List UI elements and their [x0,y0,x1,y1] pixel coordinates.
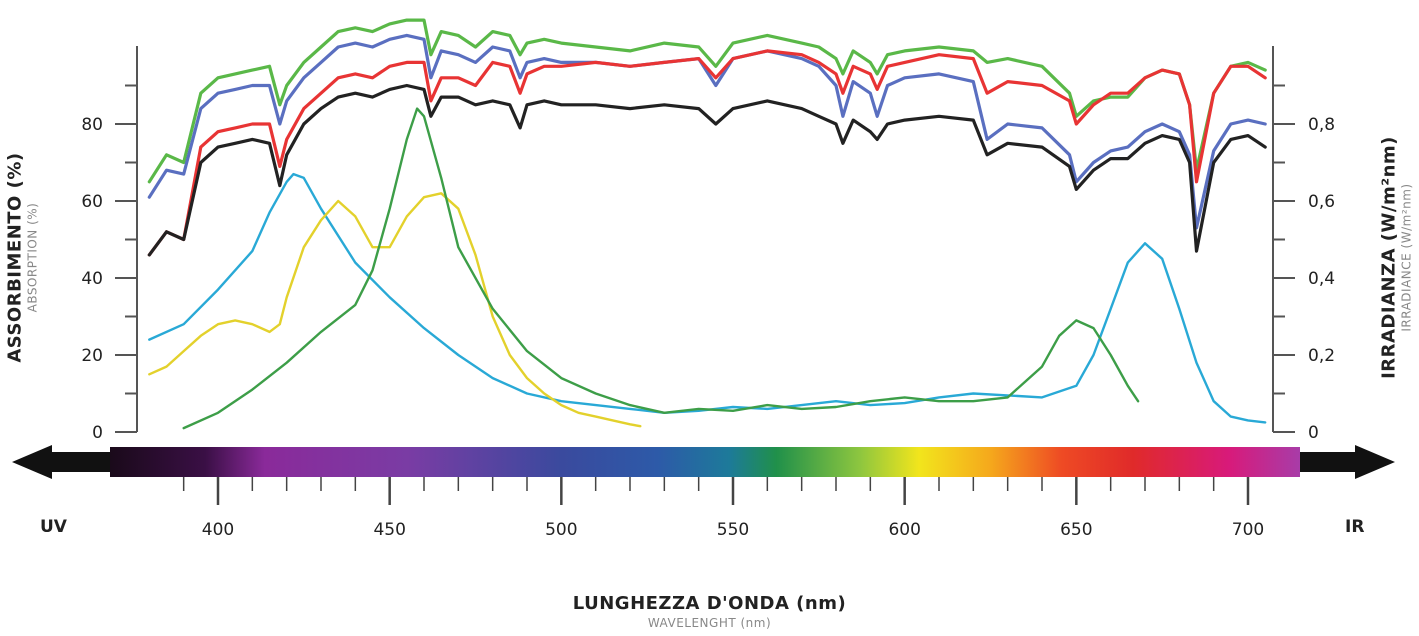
x-tick-label: 600 [888,520,920,540]
y-right-tick-label: 0,4 [1308,269,1335,289]
x-axis-label: LUNGHEZZA D'ONDA (nm) WAVELENGHT (nm) [0,593,1419,630]
ir-arrow [1295,445,1395,479]
y-right-tick-label: 0,8 [1308,115,1335,135]
x-tick-label: 550 [717,520,749,540]
y-right-tick-label: 0,6 [1308,192,1335,212]
x-tick-label: 500 [545,520,577,540]
x-tick-label: 400 [202,520,234,540]
x-axis-title: LUNGHEZZA D'ONDA (nm) [572,593,847,614]
y-axis-right-title: IRRADIANZA (W/m²nm) [1378,136,1400,379]
uv-arrow [12,445,115,479]
y-left-tick-label: 20 [81,346,103,366]
y-axis-left-subtitle: ABSORPTION (%) [25,202,40,313]
irradiance-series-1 [148,172,1267,424]
x-tick-label: 450 [373,520,405,540]
y-axis-right-subtitle: IRRADIANCE (W/m²nm) [1399,183,1414,332]
absorption-series-3 [147,49,1267,257]
absorption-series-4 [147,83,1267,257]
irradiance-series-2 [148,192,642,428]
y-left-tick-label: 80 [81,115,103,135]
y-right-tick-label: 0 [1308,423,1319,443]
y-right-tick-label: 0,2 [1308,346,1335,366]
y-axis-right-label: IRRADIANZA (W/m²nm) IRRADIANCE (W/m²nm) [1379,108,1414,408]
spectrum-bar [110,447,1300,477]
y-left-tick-label: 60 [81,192,103,212]
irradiance-series-3 [182,107,1140,430]
x-tick-label: 650 [1060,520,1092,540]
x-axis-subtitle: WAVELENGHT (nm) [647,616,772,630]
y-axis-left-label: ASSORBIMENTO (%) ABSORPTION (%) [5,108,40,408]
y-axis-left-title: ASSORBIMENTO (%) [4,152,26,363]
ir-label: IR [1345,517,1365,537]
y-left-tick-label: 0 [92,423,103,443]
x-tick-label: 700 [1232,520,1264,540]
uv-label: UV [40,517,67,537]
y-left-tick-label: 40 [81,269,103,289]
